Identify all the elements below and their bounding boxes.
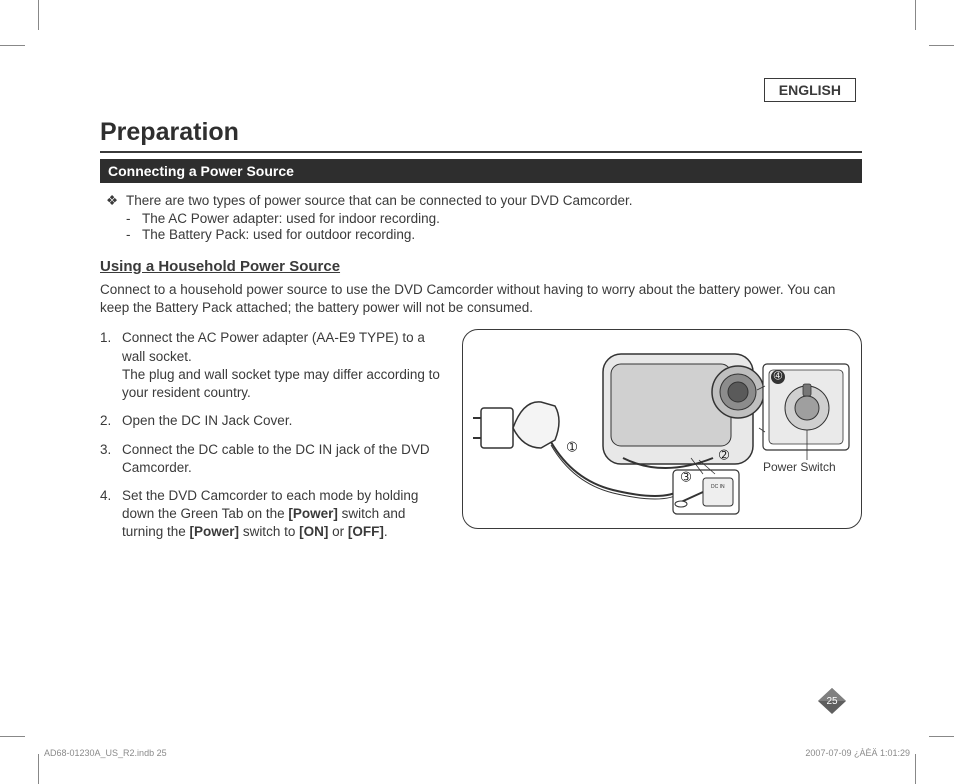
page-number: 25	[818, 696, 846, 707]
bullet-icon: ❖	[106, 193, 126, 209]
step-number: 2.	[100, 412, 122, 430]
language-badge: ENGLISH	[764, 78, 856, 102]
paragraph: Connect to a household power source to u…	[100, 281, 862, 317]
intro-bullet: ❖ There are two types of power source th…	[106, 193, 862, 209]
crop-mark	[0, 45, 25, 46]
step-bold: [ON]	[299, 524, 328, 539]
step-text-span: .	[384, 524, 388, 539]
step-number: 4.	[100, 487, 122, 542]
page-title: Preparation	[100, 118, 862, 151]
crop-mark	[915, 0, 916, 30]
step-text: Connect the DC cable to the DC IN jack o…	[122, 441, 444, 477]
callout-1-icon: ➀	[567, 440, 577, 454]
crop-mark	[38, 0, 39, 30]
step-item: 4. Set the DVD Camcorder to each mode by…	[100, 487, 444, 542]
step-text-span: or	[328, 524, 348, 539]
step-text-line: The plug and wall socket type may differ…	[122, 367, 440, 400]
step-number: 1.	[100, 329, 122, 402]
footer-filename: AD68-01230A_US_R2.indb 25	[44, 748, 167, 758]
step-text: Open the DC IN Jack Cover.	[122, 412, 292, 430]
intro-dash-text: The AC Power adapter: used for indoor re…	[142, 211, 440, 226]
crop-mark	[0, 736, 25, 737]
step-text-line: Connect the AC Power adapter (AA-E9 TYPE…	[122, 330, 425, 363]
step-text: Set the DVD Camcorder to each mode by ho…	[122, 487, 444, 542]
callout-2-icon: ➁	[719, 448, 729, 462]
step-bold: [OFF]	[348, 524, 384, 539]
dash-icon: -	[126, 227, 142, 242]
intro-dash-text: The Battery Pack: used for outdoor recor…	[142, 227, 415, 242]
crop-mark	[915, 754, 916, 784]
step-number: 3.	[100, 441, 122, 477]
title-rule	[100, 151, 862, 153]
step-item: 2. Open the DC IN Jack Cover.	[100, 412, 444, 430]
camcorder-diagram-icon: DC IN	[463, 330, 863, 530]
steps-list: 1. Connect the AC Power adapter (AA-E9 T…	[100, 329, 444, 551]
two-column-layout: 1. Connect the AC Power adapter (AA-E9 T…	[100, 329, 862, 551]
footer-timestamp: 2007-07-09 ¿ÀÈÄ 1:01:29	[805, 748, 910, 758]
crop-mark	[929, 736, 954, 737]
svg-text:DC IN: DC IN	[711, 484, 725, 490]
intro-dash-item: - The AC Power adapter: used for indoor …	[126, 211, 862, 226]
crop-mark	[38, 754, 39, 784]
sub-heading: Using a Household Power Source	[100, 258, 862, 275]
step-text: Connect the AC Power adapter (AA-E9 TYPE…	[122, 329, 444, 402]
step-item: 3. Connect the DC cable to the DC IN jac…	[100, 441, 444, 477]
page-content: Preparation Connecting a Power Source ❖ …	[100, 118, 862, 552]
step-text-span: switch to	[239, 524, 299, 539]
crop-mark	[929, 45, 954, 46]
step-item: 1. Connect the AC Power adapter (AA-E9 T…	[100, 329, 444, 402]
step-bold: [Power]	[288, 506, 338, 521]
callout-3-icon: ➂	[681, 470, 691, 484]
figure-illustration: DC IN ➀ ➁ ➂ ➃ Power	[462, 329, 862, 529]
step-bold: [Power]	[190, 524, 240, 539]
intro-bullet-text: There are two types of power source that…	[126, 193, 633, 209]
section-heading-bar: Connecting a Power Source	[100, 159, 862, 183]
power-switch-label: Power Switch	[763, 460, 836, 474]
dash-icon: -	[126, 211, 142, 226]
intro-dash-item: - The Battery Pack: used for outdoor rec…	[126, 227, 862, 242]
page-number-badge: 25	[818, 688, 846, 714]
